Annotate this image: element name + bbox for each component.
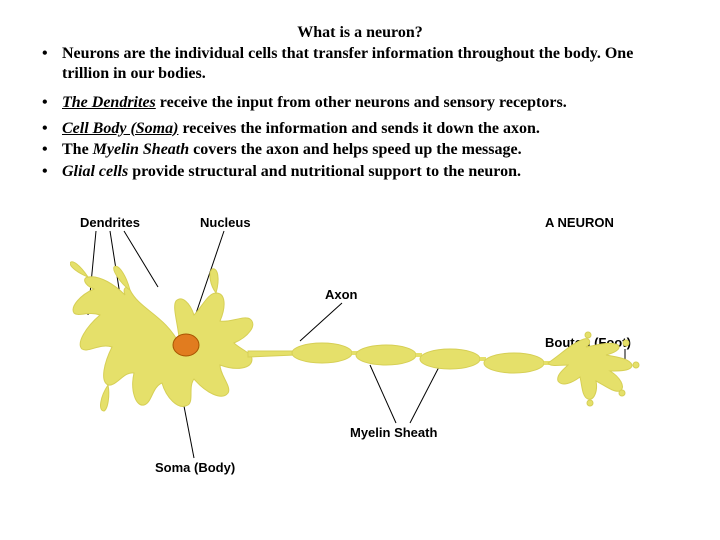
bullet-item: The Dendrites receive the input from oth… bbox=[38, 93, 682, 113]
myelin-segments bbox=[292, 343, 550, 373]
neuron-svg bbox=[70, 215, 660, 495]
bullet-item: Neurons are the individual cells that tr… bbox=[38, 44, 682, 83]
nucleus-shape bbox=[173, 334, 199, 356]
bullet-group-2: The Dendrites receive the input from oth… bbox=[38, 93, 682, 113]
page-title: What is a neuron? bbox=[38, 24, 682, 42]
bullet-item: Glial cells provide structural and nutri… bbox=[38, 162, 682, 182]
bullet-group-1: Neurons are the individual cells that tr… bbox=[38, 44, 682, 83]
neuron-diagram: Dendrites Nucleus A NEURON Axon Bouton (… bbox=[70, 215, 660, 495]
axon-terminal bbox=[548, 332, 639, 406]
bullet-group-3: Cell Body (Soma) receives the informatio… bbox=[38, 119, 682, 182]
bullet-item: Cell Body (Soma) receives the informatio… bbox=[38, 119, 682, 139]
bullet-item: The Myelin Sheath covers the axon and he… bbox=[38, 140, 682, 160]
neuron-shape bbox=[70, 262, 253, 411]
